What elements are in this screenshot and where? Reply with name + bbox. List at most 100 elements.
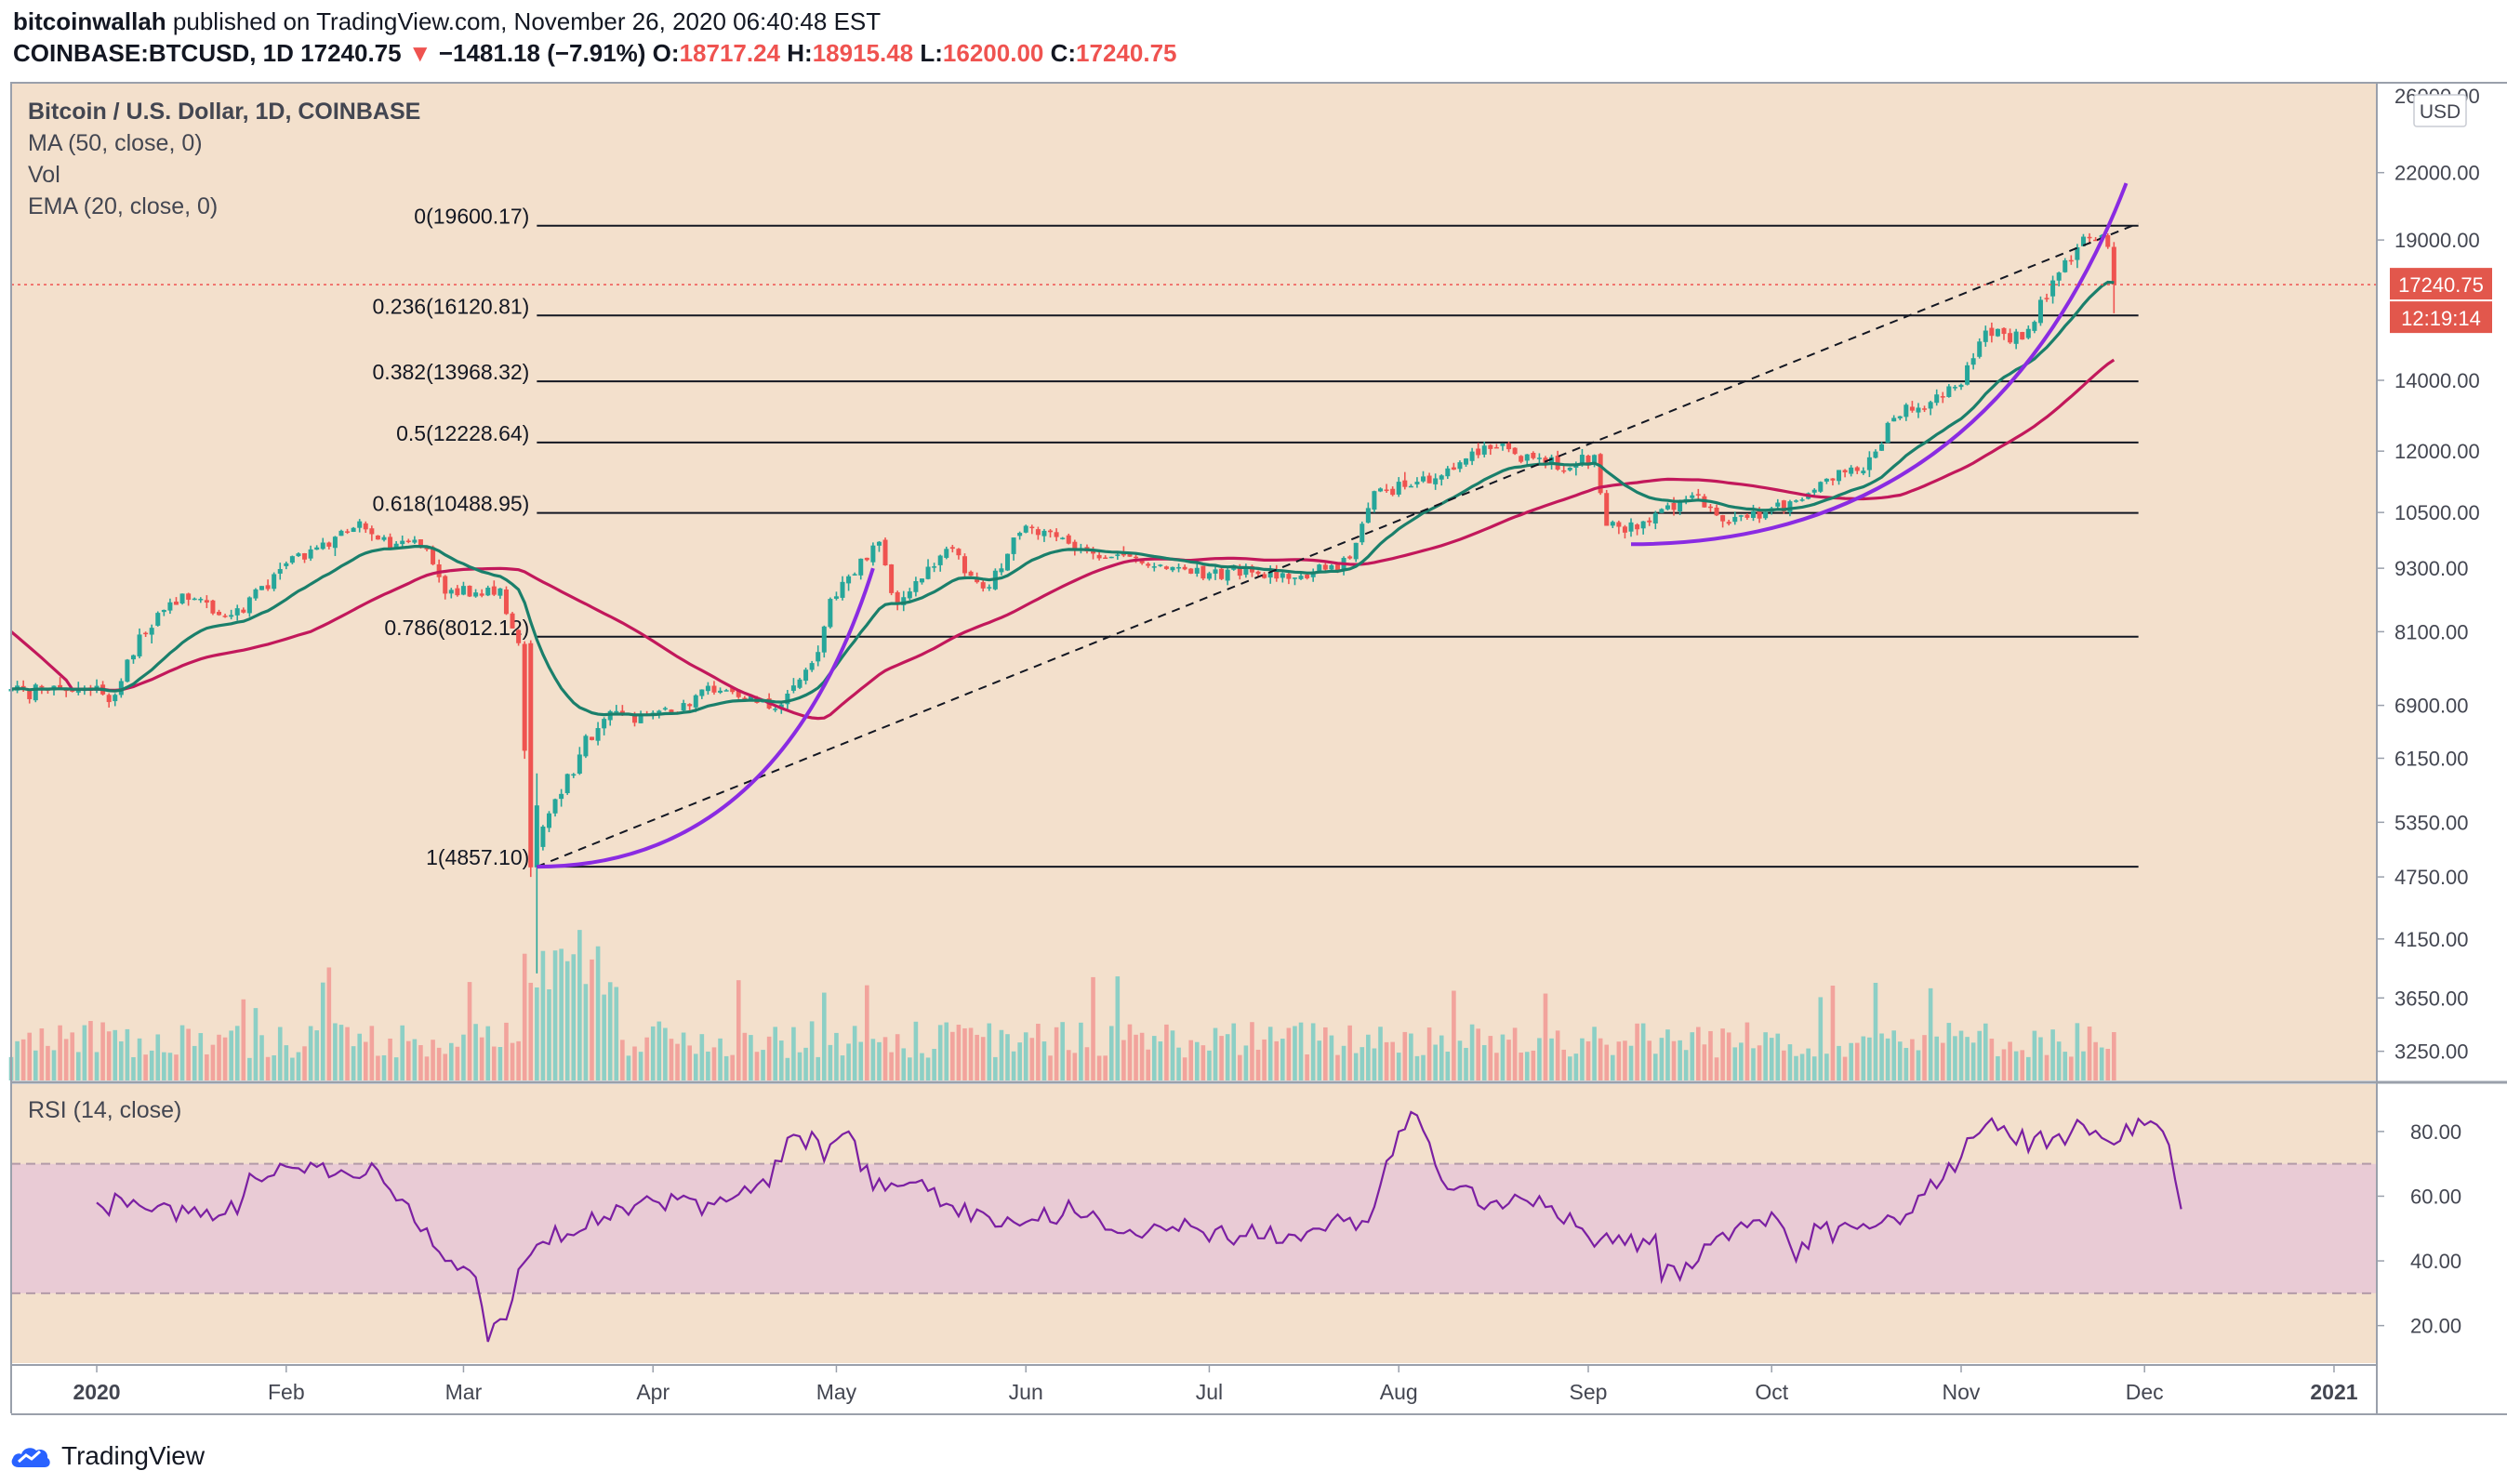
volume-bar <box>657 1021 662 1080</box>
candle-body <box>846 576 852 584</box>
dashed-trendline <box>536 222 2140 868</box>
time-tick-label: Dec <box>2126 1380 2164 1404</box>
volume-bar <box>302 1046 307 1080</box>
volume-bar <box>1628 1045 1634 1080</box>
candle-body <box>1170 566 1175 571</box>
volume-bar <box>516 1040 521 1080</box>
candle-body <box>1946 386 1952 397</box>
candle-body <box>1616 522 1622 527</box>
candle-body <box>448 590 454 594</box>
candle-body <box>1213 569 1218 574</box>
volume-bar <box>143 1054 148 1080</box>
volume-bar <box>1573 1053 1579 1080</box>
countdown-badge <box>2390 301 2492 334</box>
volume-bar <box>821 992 827 1080</box>
volume-bar <box>528 982 534 1080</box>
volume-bar <box>137 1038 142 1080</box>
volume-bar <box>131 1056 136 1080</box>
author-name[interactable]: bitcoinwallah <box>13 7 166 35</box>
candle-body <box>2044 298 2049 299</box>
volume-bar <box>1891 1030 1896 1080</box>
candle-body <box>956 549 962 556</box>
time-tick-label: Mar <box>445 1380 483 1404</box>
candle-body <box>491 586 497 595</box>
candle-body <box>552 799 558 814</box>
price-pane-bg <box>11 84 2377 1080</box>
legend-ema[interactable]: EMA (20, close, 0) <box>28 193 218 219</box>
candle-body <box>2056 272 2062 281</box>
legend-vol[interactable]: Vol <box>28 162 60 188</box>
tradingview-brand[interactable]: TradingView <box>9 1441 205 1471</box>
candle-body <box>632 713 638 723</box>
candle-body <box>289 556 295 563</box>
candle-body <box>540 826 546 847</box>
time-tick-label: Feb <box>268 1380 305 1404</box>
volume-bar <box>1414 1055 1420 1080</box>
candle-body <box>968 571 974 576</box>
volume-bar <box>1983 1023 1988 1080</box>
candle-body <box>937 555 943 565</box>
candle-body <box>320 542 325 550</box>
time-axis[interactable]: 2020 Feb Mar Apr May Jun Jul Aug Sep Oct Nov Dec 202… <box>73 1365 2358 1404</box>
volume-bar <box>1060 1022 1065 1080</box>
volume-bar <box>418 1045 423 1080</box>
volume-bar <box>1903 1047 1909 1080</box>
candle-body <box>889 564 895 593</box>
volume-bar <box>1298 1022 1304 1080</box>
candle-body <box>736 690 741 697</box>
price-axis[interactable]: 26000.0022000.0019000.0014000.0012000.00… <box>2377 85 2492 1064</box>
candle-body <box>265 585 271 590</box>
candle-body <box>742 697 748 700</box>
volume-bar <box>51 1050 57 1080</box>
candle-body <box>1744 514 1750 518</box>
down-triangle-icon: ▼ <box>407 39 432 67</box>
candle-body <box>1592 455 1598 465</box>
candle-body <box>1225 569 1230 581</box>
open-label: O: <box>652 39 680 67</box>
volume-bar <box>1818 997 1824 1080</box>
candle-body <box>1940 396 1945 398</box>
volume-bar <box>571 954 577 1080</box>
candle-body <box>1298 576 1304 579</box>
volume-bar <box>405 1040 411 1080</box>
candle-body <box>381 537 387 540</box>
candle-body <box>546 813 551 828</box>
candle-body <box>1824 478 1829 482</box>
candle-body <box>723 690 729 692</box>
candle-body <box>571 774 577 776</box>
volume-bar <box>229 1030 233 1080</box>
candle-body <box>1163 566 1169 569</box>
candle-body <box>583 735 589 757</box>
low-label: L: <box>920 39 943 67</box>
volume-bar <box>1158 1041 1163 1080</box>
candle-body <box>1958 384 1964 388</box>
volume-bar <box>1867 1037 1872 1080</box>
volume-bar <box>357 1033 362 1080</box>
volume-bar <box>987 1023 992 1080</box>
volume-bar <box>186 1028 191 1080</box>
time-tick-label: Nov <box>1943 1380 1981 1404</box>
candle-body <box>503 589 509 615</box>
candle-body <box>1414 482 1420 484</box>
volume-bar <box>1744 1022 1750 1080</box>
volume-bar <box>663 1027 668 1080</box>
volume-bar <box>277 1027 283 1080</box>
volume-bar <box>1837 1045 1841 1080</box>
volume-bar <box>1274 1040 1280 1080</box>
currency-label: USD <box>2420 101 2461 123</box>
rsi-axis[interactable]: 80.00 60.00 40.00 20.00 <box>2377 1120 2461 1338</box>
candle-body <box>901 597 907 605</box>
volume-bar <box>1861 1036 1866 1080</box>
volume-bar <box>479 1037 484 1080</box>
volume-bar <box>1970 1042 1976 1080</box>
candle-body <box>2063 259 2068 272</box>
candle-body <box>711 685 717 693</box>
volume-bar <box>1390 1041 1395 1080</box>
candle-body <box>234 608 240 616</box>
volume-bar <box>1799 1053 1805 1080</box>
legend-ma[interactable]: MA (50, close, 0) <box>28 130 203 156</box>
candle-body <box>1072 541 1078 551</box>
rsi-legend[interactable]: RSI (14, close) <box>28 1097 181 1123</box>
candle-body <box>125 659 130 682</box>
